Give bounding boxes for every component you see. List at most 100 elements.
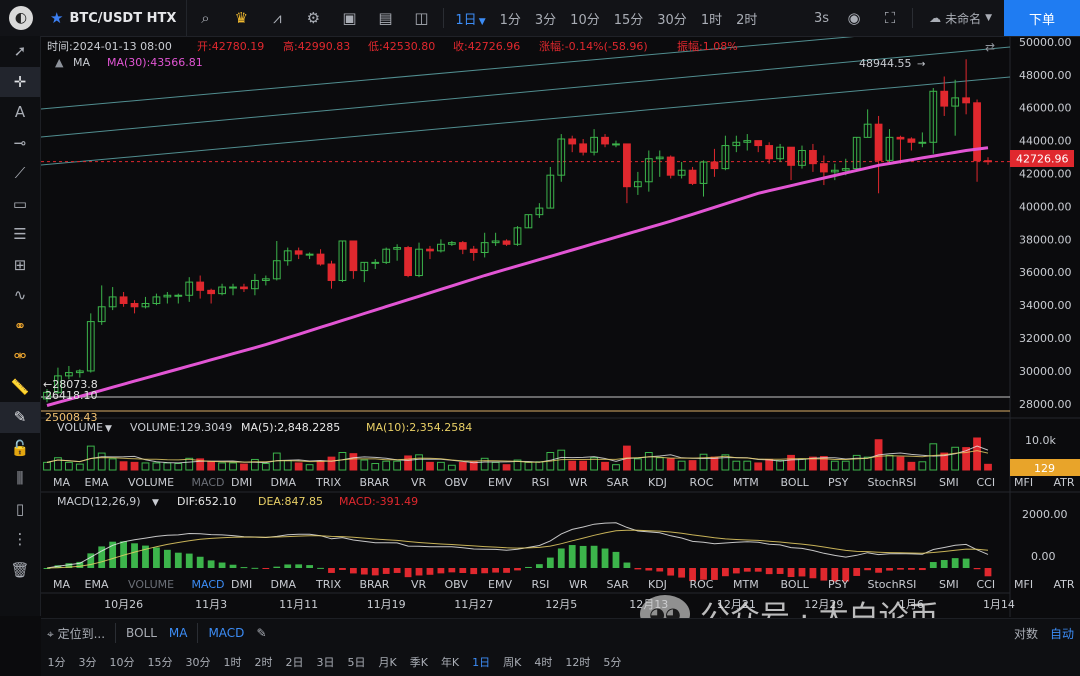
trash-icon[interactable]: 🗑 xyxy=(10,560,30,579)
price-axis[interactable]: 50000.00 48000.00 46000.00 44000.00 42000.00… xyxy=(1019,36,1072,411)
interval-15m[interactable]: 15分 xyxy=(613,12,644,28)
scale-toggle-icon[interactable]: ⇄ xyxy=(985,40,995,54)
bottom-interval-14[interactable]: 周K xyxy=(503,656,522,669)
chevron-down-icon[interactable]: ▼ xyxy=(152,498,159,508)
trend-line-icon[interactable]: ⟋ xyxy=(14,164,26,183)
indicator-tab-vr[interactable]: VR xyxy=(411,578,427,591)
bottom-interval-4[interactable]: 30分 xyxy=(185,656,211,669)
search-icon[interactable]: ⌕ xyxy=(201,9,210,27)
indicator-tab-brar[interactable]: BRAR xyxy=(360,476,390,489)
interval-1m[interactable]: 1分 xyxy=(499,12,521,28)
camera-icon[interactable]: ◉ xyxy=(847,9,861,27)
chart-area[interactable]: 时间:2024-01-13 08:00 开:42780.19 高:42990.8… xyxy=(40,34,1080,617)
indicator-tab-boll[interactable]: BOLL xyxy=(781,476,810,489)
indicator-tab-sar[interactable]: SAR xyxy=(607,578,630,591)
indicator-tab-mtm[interactable]: MTM xyxy=(733,476,759,489)
indicator-tab-boll[interactable]: BOLL xyxy=(781,578,810,591)
indicator-tab-stochrsi[interactable]: StochRSI xyxy=(868,476,917,489)
indicator-tab-sar[interactable]: SAR xyxy=(607,476,630,489)
gann-tool-icon[interactable]: ⚮ xyxy=(13,347,27,366)
indicator-tab-obv[interactable]: OBV xyxy=(445,578,469,591)
object-tree-icon[interactable]: ⋮ xyxy=(12,530,28,549)
indicator-tab-mfi[interactable]: MFI xyxy=(1014,476,1033,489)
ma-legend-name[interactable]: MA xyxy=(73,56,90,69)
interval-10m[interactable]: 10分 xyxy=(570,12,600,28)
trend-line[interactable] xyxy=(40,46,1011,138)
bottom-interval-8[interactable]: 3日 xyxy=(316,656,335,669)
screenshot-icon[interactable]: ▣ xyxy=(342,9,357,27)
layout-name-dropdown[interactable]: ☁ 未命名 ▼ xyxy=(917,10,1004,27)
cursor-icon[interactable]: ➚ xyxy=(13,42,27,61)
bottom-interval-17[interactable]: 5分 xyxy=(603,656,622,669)
brush-icon[interactable]: ✎ xyxy=(0,402,40,433)
indicator-tab-stochrsi[interactable]: StochRSI xyxy=(868,578,917,591)
indicator-tab-wr[interactable]: WR xyxy=(569,578,588,591)
interval-30m[interactable]: 30分 xyxy=(657,12,687,28)
settings-gear-icon[interactable]: ⚙ xyxy=(306,9,321,27)
refresh-rate[interactable]: 3s xyxy=(814,10,830,26)
indicator-tab-dma[interactable]: DMA xyxy=(271,476,297,489)
text-tool-icon[interactable]: A xyxy=(14,103,26,122)
bottom-interval-9[interactable]: 5日 xyxy=(347,656,366,669)
bottom-interval-7[interactable]: 2日 xyxy=(285,656,304,669)
bottom-interval-10[interactable]: 月K xyxy=(378,656,397,669)
bottom-interval-3[interactable]: 15分 xyxy=(147,656,173,669)
indicator-tab-ma[interactable]: MA xyxy=(53,578,70,591)
order-button[interactable]: 下单 xyxy=(1004,0,1080,36)
indicator-tab-cci[interactable]: CCI xyxy=(977,578,996,591)
bottom-interval-15[interactable]: 4时 xyxy=(534,656,553,669)
indicator-ma[interactable]: MA xyxy=(168,626,188,640)
interval-1d[interactable]: 1日 ▼ xyxy=(455,12,486,28)
indicator-tab-atr[interactable]: ATR xyxy=(1054,476,1075,489)
date-axis[interactable]: 10月2611月311月1111月1911月2712月512月1312月2112… xyxy=(104,598,1015,611)
volume-legend-name[interactable]: VOLUME xyxy=(57,421,103,434)
magnet-icon[interactable]: ⫼ xyxy=(16,469,24,488)
favorite-star-icon[interactable]: ★ xyxy=(50,9,64,27)
indicator-tab-dmi[interactable]: DMI xyxy=(231,578,252,591)
bottom-interval-0[interactable]: 1分 xyxy=(47,656,66,669)
indicator-tab-brar[interactable]: BRAR xyxy=(360,578,390,591)
indicator-tab-psy[interactable]: PSY xyxy=(828,476,849,489)
indicator-tab-kdj[interactable]: KDJ xyxy=(648,578,667,591)
crosshair-icon[interactable]: ✛ xyxy=(0,66,40,97)
bottom-interval-2[interactable]: 10分 xyxy=(109,656,135,669)
indicator-tab-mfi[interactable]: MFI xyxy=(1014,578,1033,591)
indicator-tab-trix[interactable]: TRIX xyxy=(315,578,342,591)
app-logo[interactable]: ◐ xyxy=(0,0,42,36)
indicator-tab-rsi[interactable]: RSI xyxy=(532,578,550,591)
indicator-tab-roc[interactable]: ROC xyxy=(690,578,714,591)
chevron-down-icon[interactable]: ▼ xyxy=(105,424,112,434)
indicator-tab-kdj[interactable]: KDJ xyxy=(648,476,667,489)
lock-icon[interactable]: 🔓 xyxy=(10,438,30,457)
crown-icon[interactable]: ♛ xyxy=(234,9,249,27)
indicator-tab-atr[interactable]: ATR xyxy=(1054,578,1075,591)
parallel-lines-icon[interactable]: ☰ xyxy=(13,225,27,244)
macd-legend-name[interactable]: MACD(12,26,9) xyxy=(57,495,141,508)
bottom-interval-11[interactable]: 季K xyxy=(409,656,428,669)
bottom-interval-16[interactable]: 12时 xyxy=(565,656,591,669)
indicator-tab-cci[interactable]: CCI xyxy=(977,476,996,489)
auto-scale-toggle[interactable]: 自动 xyxy=(1049,626,1074,641)
template-icon[interactable]: ▤ xyxy=(378,9,393,27)
indicator-tab-psy[interactable]: PSY xyxy=(828,578,849,591)
indicator-tab-roc[interactable]: ROC xyxy=(690,476,714,489)
indicator-tab-emv[interactable]: EMV xyxy=(488,578,512,591)
rectangle-icon[interactable]: ▭ xyxy=(12,194,28,213)
indicator-tab-volume[interactable]: VOLUME xyxy=(128,578,174,591)
indicators-icon[interactable]: ⩘ xyxy=(273,9,282,27)
indicator-tab-macd[interactable]: MACD xyxy=(192,476,225,489)
indicator-tab-emv[interactable]: EMV xyxy=(488,476,512,489)
bottom-interval-1[interactable]: 3分 xyxy=(78,656,97,669)
locate-button[interactable]: ⌖ 定位到... xyxy=(41,625,111,642)
indicator-tab-ema[interactable]: EMA xyxy=(85,476,109,489)
trend-line[interactable] xyxy=(40,34,872,110)
fullscreen-icon[interactable]: ⛶ xyxy=(884,9,896,27)
indicator-tab-trix[interactable]: TRIX xyxy=(315,476,342,489)
layout-icon[interactable]: ◫ xyxy=(414,9,429,27)
interval-1h[interactable]: 1时 xyxy=(700,12,723,28)
bottom-interval-5[interactable]: 1时 xyxy=(223,656,242,669)
bottom-interval-6[interactable]: 2时 xyxy=(254,656,273,669)
indicator-tab-obv[interactable]: OBV xyxy=(445,476,469,489)
horizontal-line-icon[interactable]: ⊸ xyxy=(13,133,27,152)
log-scale-toggle[interactable]: 对数 xyxy=(1013,626,1038,641)
